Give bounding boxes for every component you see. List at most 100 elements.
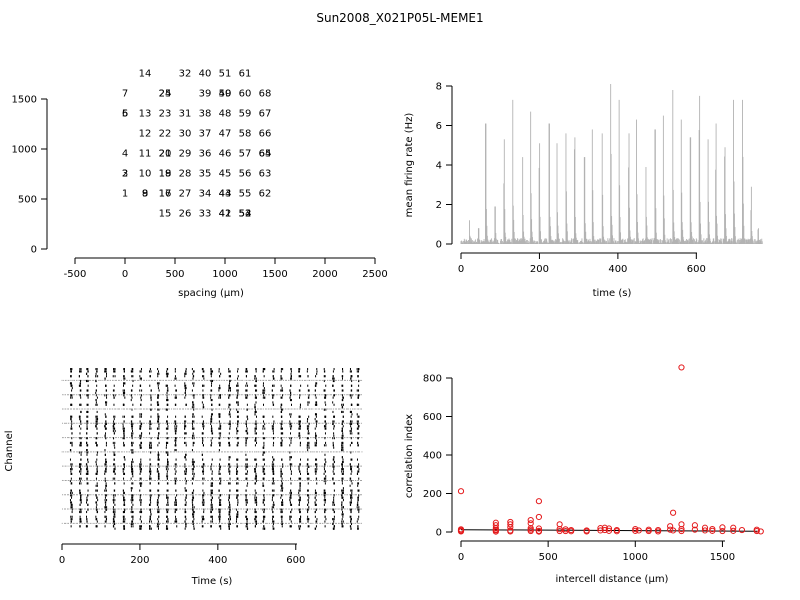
layout-y-ticks: 0 500 1000 1500: [12, 95, 47, 256]
channel-label: 25: [159, 89, 172, 100]
rate-x-ticks: 0 200 400 600: [458, 253, 706, 275]
channel-label: 28: [179, 169, 192, 180]
raster-x-tick-label: 0: [59, 555, 65, 566]
channel-label: 38: [199, 109, 212, 120]
channel-label: 6: [122, 109, 128, 120]
channel-label: 45: [219, 169, 232, 180]
channel-label: 26: [179, 209, 192, 220]
layout-x-tick-label: 2500: [362, 269, 387, 280]
channel-label: 5: [122, 109, 128, 120]
layout-y-tick-label: 1000: [12, 145, 37, 156]
channel-label: 64: [259, 149, 272, 160]
channel-label: 50: [219, 89, 232, 100]
raster-spikes: [61, 368, 363, 530]
panel-firing-rate: 0 200 400 600 0 2 4 6 8 time (s) mean firing ra…: [404, 82, 764, 299]
rate-y-tick-label: 4: [436, 161, 442, 172]
raster-x-tick-label: 400: [208, 555, 227, 566]
layout-y-tick-label: 500: [18, 195, 37, 206]
layout-x-tick-label: 0: [122, 269, 128, 280]
channel-label: 35: [199, 169, 212, 180]
channel-label: 17: [159, 189, 172, 200]
rate-x-tick-label: 0: [458, 264, 464, 275]
channel-label: 14: [139, 69, 152, 80]
channel-label: 58: [239, 129, 252, 140]
channel-label: 54: [239, 209, 252, 220]
rate-x-label: time (s): [593, 288, 632, 299]
channel-label: 7: [122, 89, 128, 100]
channel-label: 37: [199, 129, 212, 140]
channel-label: 2: [122, 169, 128, 180]
channel-label: 11: [139, 149, 152, 160]
channel-label: 60: [239, 89, 252, 100]
channel-label: 29: [179, 149, 192, 160]
panel-raster: 0 200 400 600 Time (s) Channel: [4, 368, 363, 587]
channel-label: 33: [199, 209, 212, 220]
channel-label: 16: [159, 189, 172, 200]
channel-label: 19: [159, 169, 172, 180]
channel-label: 27: [179, 189, 192, 200]
channel-label: 18: [159, 169, 172, 180]
channel-label: 62: [259, 189, 272, 200]
rate-x-tick-label: 200: [530, 264, 549, 275]
layout-x-tick-label: -500: [64, 269, 87, 280]
rate-y-label: mean firing rate (Hz): [404, 113, 415, 218]
channel-label: 30: [179, 129, 192, 140]
channel-label: 46: [219, 149, 232, 160]
channel-label: 63: [259, 169, 272, 180]
layout-x-tick-label: 2000: [312, 269, 337, 280]
channel-label: 41: [219, 209, 232, 220]
channel-label: 8: [142, 189, 148, 200]
channel-label: 20: [159, 149, 172, 160]
rate-y-tick-label: 6: [436, 121, 442, 132]
layout-x-ticks: -500 0 500 1000 1500 2000 2500: [64, 258, 388, 280]
channel-label: 53: [239, 209, 252, 220]
layout-x-tick-label: 500: [165, 269, 184, 280]
layout-x-tick-label: 1000: [212, 269, 237, 280]
channel-label: 55: [239, 189, 252, 200]
channel-label: 23: [159, 109, 172, 120]
channel-label: 43: [219, 189, 232, 200]
panel-electrode-layout: -500 0 500 1000 1500 2000 2500 0 500 1000 1500 12…: [12, 69, 388, 300]
rate-y-ticks: 0 2 4 6 8: [436, 82, 452, 251]
rate-x-tick-label: 400: [608, 264, 627, 275]
channel-label: 32: [179, 69, 192, 80]
channel-label: 56: [239, 169, 252, 180]
channel-label: 12: [139, 129, 152, 140]
layout-y-tick-label: 1500: [12, 95, 37, 106]
rate-x-tick-label: 600: [687, 264, 706, 275]
channel-label: 49: [219, 89, 232, 100]
channel-label: 59: [239, 109, 252, 120]
rate-y-tick-label: 2: [436, 200, 442, 211]
channel-label: 36: [199, 149, 212, 160]
layout-y-tick-label: 0: [31, 245, 37, 256]
raster-x-ticks: 0 200 400 600: [59, 544, 305, 566]
channel-label: 24: [159, 89, 172, 100]
channel-label: 44: [219, 189, 232, 200]
channel-label: 31: [179, 109, 192, 120]
channel-label: 34: [199, 189, 212, 200]
rate-y-tick-label: 8: [436, 82, 442, 93]
layout-x-label: spacing (µm): [178, 288, 244, 299]
layout-channel-labels: 1234567891011121314151617181920212223242…: [122, 69, 272, 220]
channel-label: 9: [142, 189, 148, 200]
channel-label: 10: [139, 169, 152, 180]
channel-label: 3: [122, 169, 128, 180]
channel-label: 39: [199, 89, 212, 100]
rate-series: [460, 84, 764, 244]
channel-label: 21: [159, 149, 172, 160]
channel-label: 48: [219, 109, 232, 120]
channel-label: 57: [239, 149, 252, 160]
raster-x-tick-label: 200: [130, 555, 149, 566]
channel-label: 40: [199, 69, 212, 80]
channel-label: 4: [122, 149, 128, 160]
channel-label: 51: [219, 69, 232, 80]
channel-label: 52: [239, 209, 252, 220]
channel-label: 42: [219, 209, 232, 220]
channel-label: 67: [259, 109, 272, 120]
channel-label: 65: [259, 149, 272, 160]
channel-label: 68: [259, 89, 272, 100]
layout-x-tick-label: 1500: [262, 269, 287, 280]
channel-label: 13: [139, 109, 152, 120]
channel-label: 66: [259, 129, 272, 140]
